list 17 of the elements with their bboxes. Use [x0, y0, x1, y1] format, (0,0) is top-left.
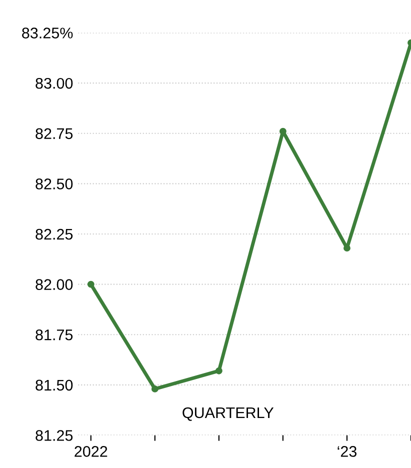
x-tick-label: 2022	[74, 446, 108, 457]
y-tick-label: 83.25%	[22, 28, 73, 38]
y-tick-label: 82.00	[36, 279, 73, 290]
point	[151, 385, 158, 392]
point	[87, 280, 94, 288]
x-tick-label: ‘23	[338, 446, 356, 457]
y-tick-label: 83.00	[36, 78, 73, 89]
annotation: QUARTERLY	[182, 407, 274, 421]
point	[344, 244, 350, 252]
point	[279, 128, 286, 135]
y-tick-label: 81.25	[36, 430, 73, 441]
y-tick-label: 82.50	[36, 178, 73, 190]
y-tick-label: 82.75	[36, 128, 73, 140]
y-tick-label: 81.50	[36, 380, 73, 391]
y-tick-label: 81.75	[36, 329, 73, 340]
point	[215, 367, 222, 374]
y-tick-label: 82.25	[36, 228, 73, 240]
